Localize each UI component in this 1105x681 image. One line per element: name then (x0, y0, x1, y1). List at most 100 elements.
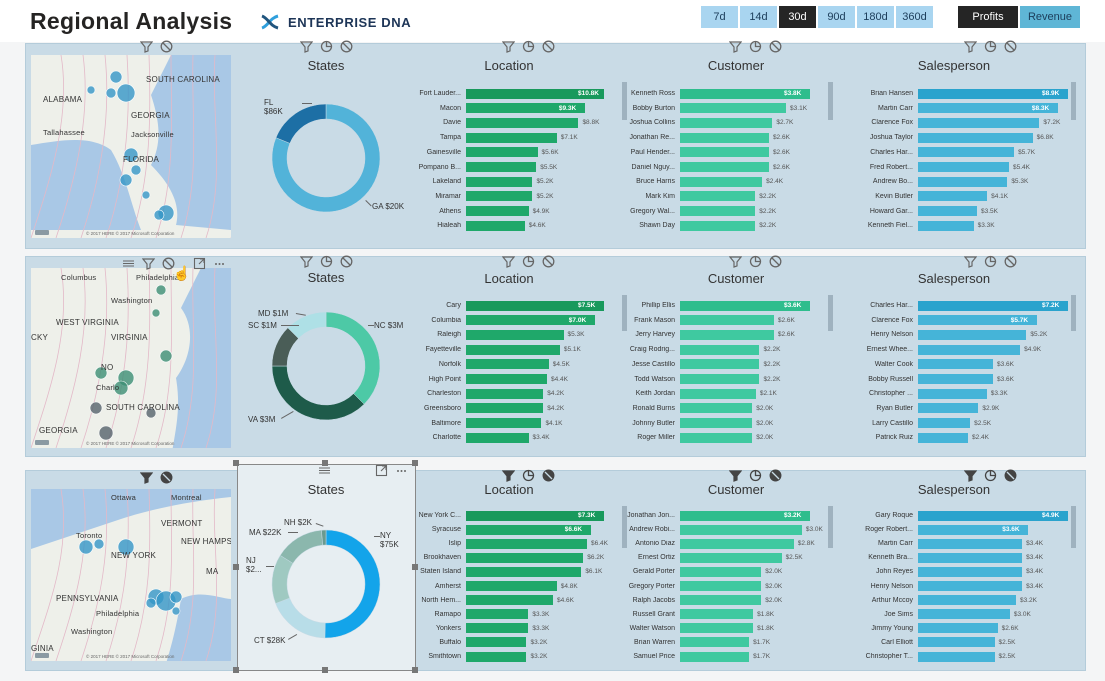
bar-row[interactable]: John Reyes $3.4K (848, 565, 1043, 578)
resize-handle[interactable] (322, 667, 328, 673)
bar-row[interactable]: Hialeah $4.6K (414, 219, 546, 232)
map-bubble[interactable] (130, 164, 142, 176)
chart-icon[interactable] (984, 40, 997, 53)
bar[interactable] (918, 524, 1029, 535)
bar[interactable] (918, 147, 1015, 158)
bar-row[interactable]: Larry Castillo $2.5K (848, 417, 991, 430)
bar-row[interactable]: Ernest Whee... $4.9K (848, 343, 1041, 356)
bar[interactable] (680, 329, 774, 340)
map-bubble[interactable] (86, 85, 96, 95)
bar[interactable] (680, 637, 750, 648)
bar[interactable] (918, 374, 993, 384)
bar[interactable] (680, 162, 769, 172)
filter-icon[interactable] (964, 469, 977, 482)
bar-row[interactable]: Baltimore $4.1K (414, 417, 562, 430)
bar-row[interactable]: Fort Lauder... $10.8K (414, 87, 604, 100)
period-button-30d[interactable]: 30d (779, 6, 816, 28)
bar[interactable] (680, 581, 762, 591)
bar-row[interactable]: Pompano B... $5.5K (414, 161, 557, 174)
bar[interactable] (680, 418, 753, 429)
bar-row[interactable]: Ronald Burns $2.0K (620, 402, 773, 415)
focus-icon[interactable] (375, 464, 388, 477)
bar-row[interactable]: Smithtown $3.2K (414, 650, 547, 663)
resize-handle[interactable] (233, 460, 239, 466)
map-bubble[interactable] (113, 380, 129, 396)
bar-row[interactable]: Davie $8.8K (414, 116, 599, 129)
filter-icon[interactable] (502, 40, 515, 53)
chart-icon[interactable] (320, 255, 333, 268)
bar[interactable] (918, 552, 1023, 563)
bar-row[interactable]: Ralph Jacobs $2.0K (620, 594, 782, 607)
donut-slice-ma[interactable] (279, 529, 323, 564)
bar-row[interactable]: Martin Carr $3.4K (848, 537, 1043, 550)
bar-row[interactable]: Ryan Butler $2.9K (848, 402, 999, 415)
filter-icon[interactable] (729, 40, 742, 53)
scrollbar[interactable] (622, 295, 627, 331)
bar-row[interactable]: Fred Robert... $5.4K (848, 161, 1030, 174)
bar[interactable] (918, 623, 998, 634)
bar-row[interactable]: Roger Miller $2.0K (620, 431, 773, 444)
no-icon[interactable] (340, 255, 353, 268)
bar-row[interactable]: Islip $6.4K (414, 537, 608, 550)
bar[interactable] (918, 609, 1010, 620)
bar[interactable] (466, 552, 584, 563)
map-bubble[interactable] (98, 425, 114, 441)
bar[interactable] (918, 220, 974, 231)
resize-handle[interactable] (412, 564, 418, 570)
bar[interactable] (466, 300, 604, 311)
bar[interactable] (918, 566, 1023, 577)
drag-icon[interactable] (318, 464, 331, 477)
bar[interactable] (680, 388, 756, 399)
bar-row[interactable]: Gerald Porter $2.0K (620, 565, 782, 578)
bar[interactable] (918, 300, 1068, 311)
bar[interactable] (680, 524, 802, 535)
map-bubble[interactable] (105, 87, 117, 99)
bar-row[interactable]: Kenneth Bra... $3.4K (848, 551, 1043, 564)
bar-row[interactable]: Staten Island $6.1K (414, 565, 602, 578)
map-bubble[interactable] (109, 70, 123, 84)
bar[interactable] (918, 359, 993, 370)
period-button-7d[interactable]: 7d (701, 6, 738, 28)
bar-row[interactable]: Charles Har... $5.7K (848, 146, 1035, 159)
bar[interactable] (918, 132, 1033, 143)
bar[interactable] (680, 220, 756, 231)
bar[interactable] (918, 403, 979, 414)
resize-handle[interactable] (233, 667, 239, 673)
more-icon[interactable] (395, 464, 408, 477)
bar-row[interactable]: Walter Watson $1.8K (620, 622, 774, 635)
bar[interactable] (466, 315, 595, 326)
bar-row[interactable]: Norfolk $4.5K (414, 358, 570, 371)
bar[interactable] (918, 637, 995, 648)
bar[interactable] (466, 344, 560, 355)
bar-row[interactable]: Fayetteville $5.1K (414, 343, 581, 356)
scrollbar[interactable] (622, 82, 627, 120)
bar[interactable] (680, 510, 810, 521)
bar[interactable] (466, 103, 585, 114)
map-bubble[interactable] (119, 173, 133, 187)
map-bubble[interactable] (78, 539, 94, 555)
bar-row[interactable]: Greensboro $4.2K (414, 402, 564, 415)
bar[interactable] (918, 103, 1058, 114)
bar-row[interactable]: Mark Kim $2.2K (620, 190, 776, 203)
map-bubble[interactable] (141, 190, 151, 200)
bar[interactable] (680, 552, 782, 563)
bar[interactable] (918, 432, 968, 443)
no-icon[interactable] (162, 257, 175, 270)
bar[interactable] (918, 581, 1023, 591)
bar[interactable] (466, 388, 544, 399)
bar-row[interactable]: Andrew Bo... $5.3K (848, 175, 1028, 188)
bar-row[interactable]: Christopher ... $3.3K (848, 387, 1008, 400)
bar-row[interactable]: Charlotte $3.4K (414, 431, 550, 444)
bar-row[interactable]: Kenneth Fiel... $3.3K (848, 219, 995, 232)
bar[interactable] (918, 595, 1016, 606)
bar[interactable] (680, 88, 810, 99)
bar-row[interactable]: Christopher T... $2.5K (848, 650, 1016, 663)
bar-row[interactable]: Martin Carr $8.3K (848, 102, 1058, 115)
chart-icon[interactable] (749, 469, 762, 482)
bar[interactable] (918, 162, 1009, 172)
bar[interactable] (918, 315, 1037, 326)
bar[interactable] (680, 103, 787, 114)
donut-chart[interactable] (271, 103, 381, 213)
donut-slice-nj[interactable] (271, 555, 294, 604)
donut-slice-md[interactable] (287, 311, 327, 339)
